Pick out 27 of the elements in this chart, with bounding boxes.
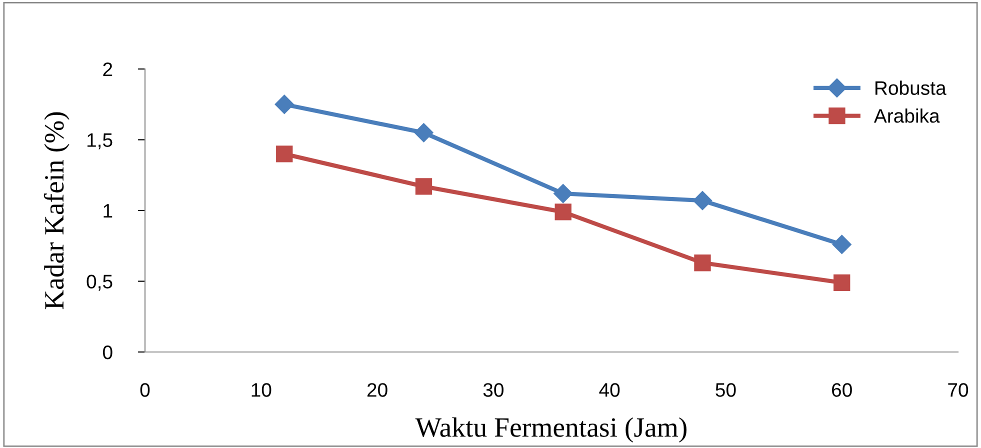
y-axis-title: Kadar Kafein (%): [44, 112, 70, 310]
point: [554, 184, 573, 204]
point: [415, 178, 432, 195]
point: [832, 234, 852, 254]
x-tick-label: 10: [252, 383, 272, 397]
point: [692, 191, 712, 210]
x-tick-label: 0: [140, 383, 150, 397]
legend-label: Robusta: [876, 80, 946, 95]
x-tick-label: 60: [832, 383, 852, 397]
point: [694, 254, 711, 272]
point: [834, 274, 850, 291]
point: [414, 123, 434, 142]
y-tick-label: 1: [104, 204, 112, 218]
x-tick-label: 30: [483, 383, 504, 397]
point: [554, 204, 572, 220]
x-axis-title: Waktu Fermentasi (Jam): [415, 417, 686, 443]
legend-label: Arabika: [874, 108, 940, 123]
point: [274, 94, 294, 114]
x-tick-label: 70: [948, 383, 968, 397]
y-tick-label: 0,5: [86, 274, 112, 291]
point: [276, 146, 293, 162]
x-tick-label: 50: [716, 383, 736, 397]
x-tick-label: 20: [367, 383, 388, 397]
y-tick-label: 2: [103, 62, 112, 76]
y-tick-label: 0: [103, 345, 112, 360]
x-tick-label: 40: [599, 383, 620, 397]
y-tick-label: 1,5: [88, 133, 112, 150]
